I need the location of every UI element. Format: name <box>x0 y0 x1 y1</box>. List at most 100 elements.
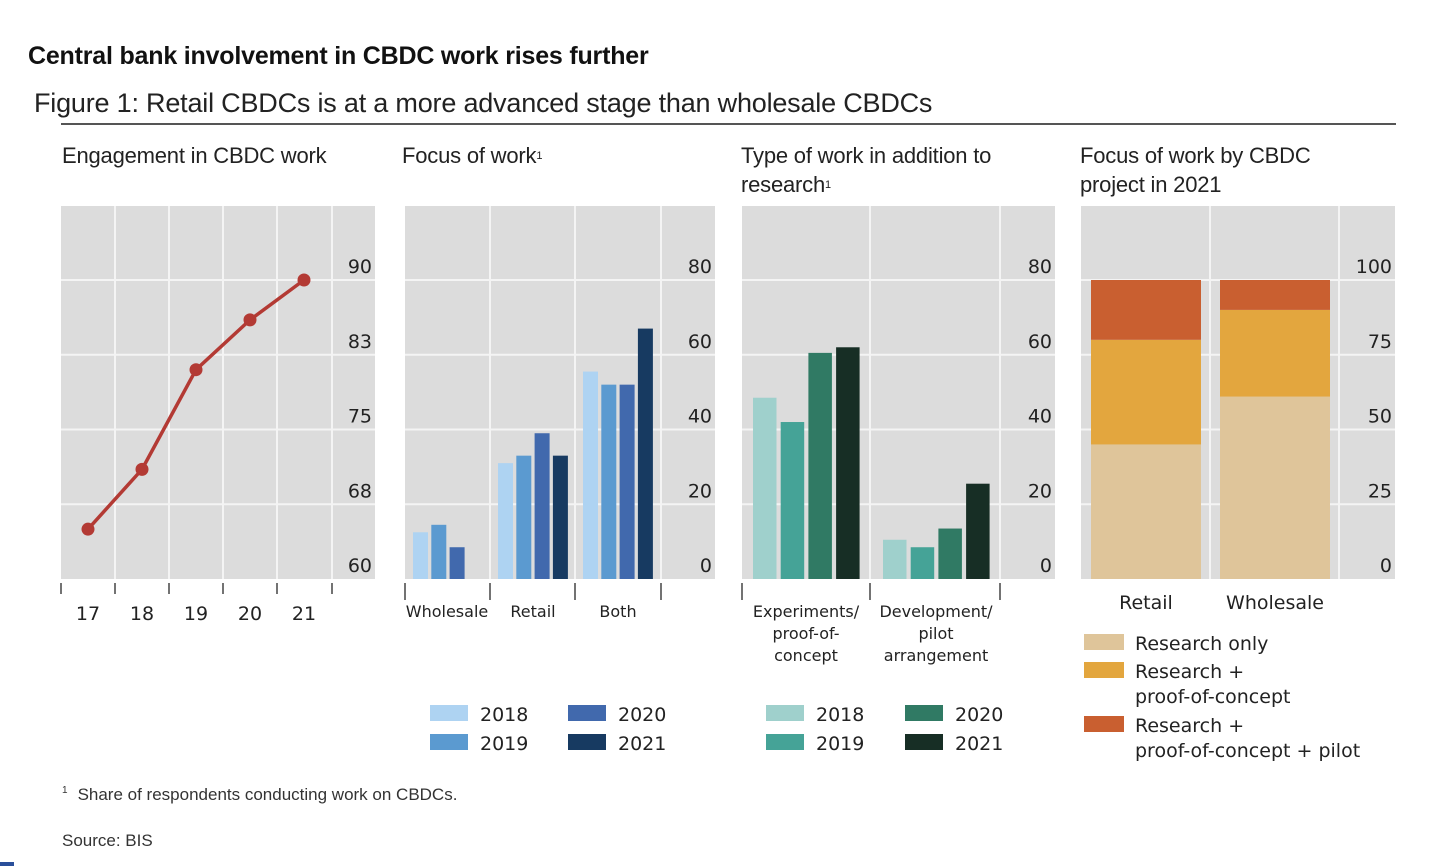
legend-label-2018: 2018 <box>480 704 528 726</box>
stack-segment-wholesale-3 <box>1220 280 1330 310</box>
panel-2-footnote-marker: 1 <box>536 150 543 162</box>
data-point <box>297 273 311 287</box>
y-tick-label: 60 <box>348 555 372 577</box>
y-tick-label: 80 <box>688 256 712 278</box>
footnote-text: Share of respondents conducting work on … <box>77 785 458 804</box>
bar-2019-cat1 <box>780 422 805 579</box>
bar-2021-both <box>637 328 653 579</box>
bar-2019-wholesale <box>431 524 447 579</box>
bar-2021-retail <box>552 455 568 579</box>
y-tick-label: 0 <box>700 555 712 577</box>
y-tick-label: 75 <box>348 406 372 428</box>
x-tick-label: 17 <box>76 603 100 625</box>
legend-swatch-2019 <box>766 734 804 750</box>
data-point <box>135 462 149 476</box>
x-category-label: arrangement <box>884 646 988 665</box>
legend-label-2021: 2021 <box>618 733 666 755</box>
x-category-label: Development/ <box>879 602 993 621</box>
legend-swatch-2021 <box>568 734 606 750</box>
y-tick-label: 20 <box>688 480 712 502</box>
data-point <box>189 363 203 377</box>
x-category-label: Wholesale <box>406 602 488 621</box>
panel-3-title-text: Type of work in addition to research <box>741 143 992 197</box>
panel-2-title-text: Focus of work <box>402 143 537 168</box>
y-tick-label: 25 <box>1368 480 1392 502</box>
legend-label-1: Research only <box>1135 633 1268 655</box>
legend-label-2019: 2019 <box>816 733 864 755</box>
y-tick-label: 68 <box>348 480 372 502</box>
legend-swatch-2020 <box>568 705 606 721</box>
bar-2020-cat1 <box>808 352 832 579</box>
stack-segment-wholesale-2 <box>1220 309 1330 397</box>
legend-label-2020: 2020 <box>618 704 666 726</box>
y-tick-label: 83 <box>348 331 372 353</box>
x-category-label: proof-of- <box>772 624 839 643</box>
legend-label-2020: 2020 <box>955 704 1003 726</box>
panel-4-title-text: Focus of work by CBDC project in 2021 <box>1080 143 1311 197</box>
y-tick-label: 60 <box>1028 331 1052 353</box>
footnote: 1 Share of respondents conducting work on… <box>62 785 457 805</box>
bar-2020-cat2 <box>938 528 962 579</box>
chart-main-title: Central bank involvement in CBDC work ri… <box>28 42 649 70</box>
panel-1-title-text: Engagement in CBDC work <box>62 143 327 168</box>
panel-2: 0 20 40 60 80 Wholesale Retail Both 2018 2019 2020… <box>404 206 715 755</box>
panel-1: 60 68 75 83 90 17 18 19 20 21 <box>60 206 375 625</box>
legend-swatch-1 <box>1084 634 1124 650</box>
x-tick-label: 18 <box>130 603 154 625</box>
stack-segment-wholesale-1 <box>1220 396 1330 579</box>
x-tick-label: 20 <box>238 603 262 625</box>
panel-2-title: Focus of work1 <box>402 141 542 170</box>
bar-2018-retail <box>498 463 513 579</box>
legend-label-3: Research + <box>1135 715 1244 737</box>
y-tick-label: 80 <box>1028 256 1052 278</box>
panel-4: 0 25 50 75 100 Retail Wholesale Research only Re… <box>1081 206 1395 762</box>
x-category-label: concept <box>774 646 838 665</box>
footnote-marker: 1 <box>62 785 68 796</box>
bar-2020-both <box>619 384 635 579</box>
panel-4-title: Focus of work by CBDC project in 2021 <box>1080 141 1380 199</box>
legend-label-2018: 2018 <box>816 704 864 726</box>
legend-swatch-2019 <box>430 734 468 750</box>
title-divider <box>61 123 1396 125</box>
legend-label-3: proof-of-concept + pilot <box>1135 740 1360 762</box>
y-tick-label: 40 <box>688 406 712 428</box>
legend-swatch-2020 <box>905 705 943 721</box>
bar-2019-cat2 <box>910 547 935 579</box>
stack-segment-retail-1 <box>1091 444 1201 579</box>
figure-title: Figure 1: Retail CBDCs is at a more adva… <box>34 88 933 118</box>
x-tick-label: 19 <box>184 603 208 625</box>
bar-2018-both <box>583 371 598 579</box>
bar-2019-both <box>601 384 617 579</box>
y-tick-label: 40 <box>1028 406 1052 428</box>
bar-2018-cat1 <box>753 397 777 579</box>
source-note: Source: BIS <box>62 831 153 850</box>
bar-2019-retail <box>516 455 532 579</box>
legend-label-2: proof-of-concept <box>1135 686 1290 708</box>
legend-swatch-2018 <box>430 705 468 721</box>
bar-2018-cat2 <box>883 539 907 579</box>
x-category-label: pilot <box>918 624 953 643</box>
legend-label-2: Research + <box>1135 661 1244 683</box>
corner-mark <box>0 862 14 866</box>
x-tick-label: 21 <box>292 603 316 625</box>
y-tick-label: 50 <box>1368 406 1392 428</box>
x-category-label: Both <box>599 602 636 621</box>
legend-swatch-3 <box>1084 716 1124 732</box>
legend-swatch-2018 <box>766 705 804 721</box>
x-category-label: Retail <box>1119 592 1173 614</box>
stack-segment-retail-2 <box>1091 339 1201 445</box>
y-tick-label: 75 <box>1368 331 1392 353</box>
panel-3-title: Type of work in addition to research1 <box>741 141 1061 199</box>
x-category-label: Experiments/ <box>753 602 860 621</box>
legend-swatch-2021 <box>905 734 943 750</box>
bar-2020-wholesale <box>449 547 465 579</box>
stack-segment-retail-3 <box>1091 280 1201 340</box>
y-tick-label: 60 <box>688 331 712 353</box>
x-category-label: Wholesale <box>1226 592 1324 614</box>
panel-1-title: Engagement in CBDC work <box>62 141 327 170</box>
panel-3-footnote-marker: 1 <box>825 179 831 191</box>
panel-3: 0 20 40 60 80 Experiments/proof-of-concept Dev… <box>741 206 1055 755</box>
legend-label-2021: 2021 <box>955 733 1003 755</box>
y-tick-label: 0 <box>1380 555 1392 577</box>
